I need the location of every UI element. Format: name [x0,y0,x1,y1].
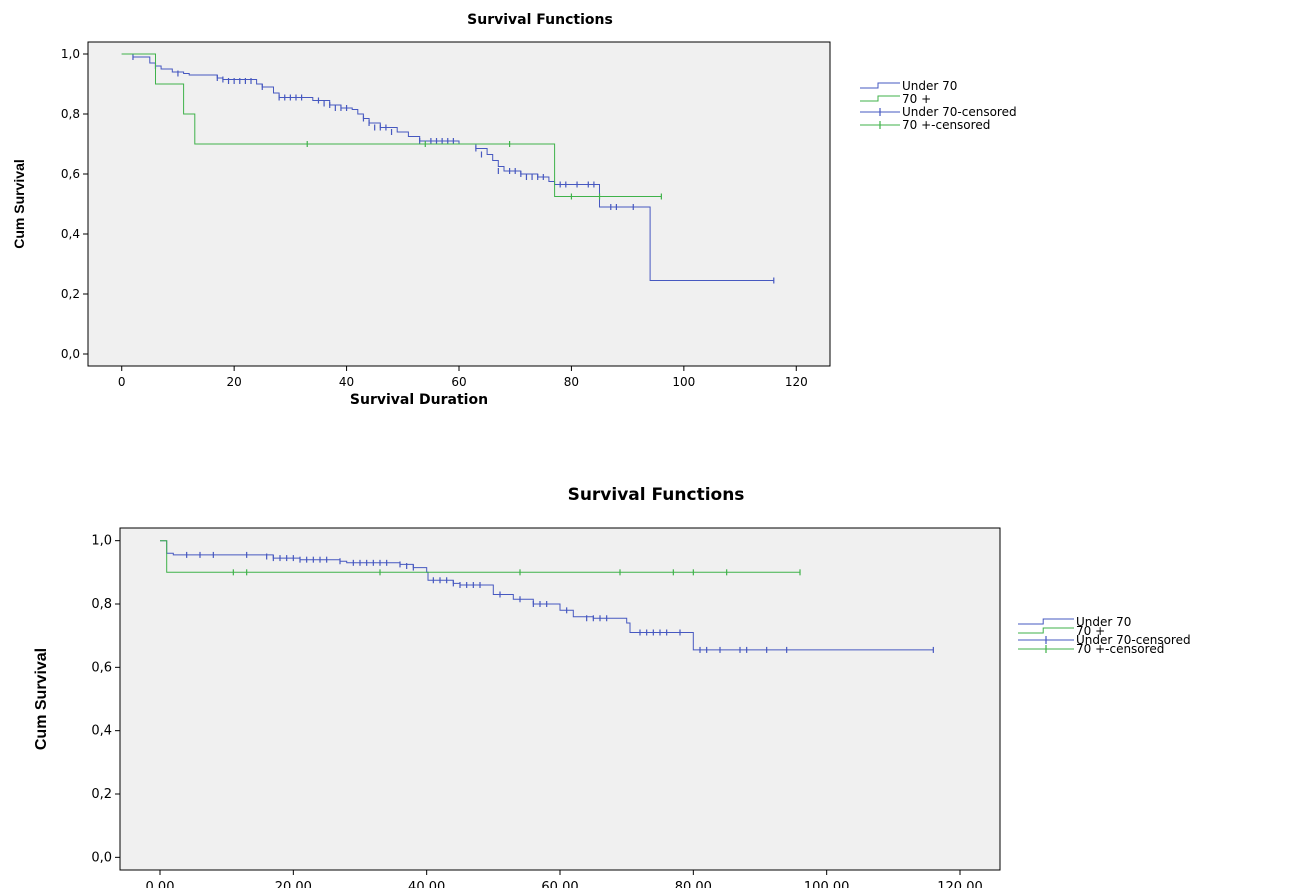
legend-item: Under 70 [1018,615,1131,629]
y-tick-label: 0,6 [61,167,80,181]
legend-item: 70 + [860,92,931,106]
legend-label: Under 70-censored [902,105,1017,119]
y-tick-label: 0,6 [91,660,112,675]
y-tick-label: 1,0 [61,47,80,61]
x-tick-label: 40 [339,375,354,389]
chart-1: Survival Functions 0,0 0,2 0,4 0,6 0,8 1,0 0 20 4… [11,12,1017,408]
legend-label: Under 70-censored [1076,633,1191,647]
legend-label: 70 +-censored [1076,642,1164,656]
legend-swatch [860,82,900,89]
legend-label: 70 +-censored [902,118,990,132]
chart-title: Survival Functions [568,485,745,505]
y-tick-label: 0,2 [61,287,80,301]
x-tick-label: 60.00 [541,880,578,888]
y-tick-label: 0,0 [61,347,80,361]
y-tick-label: 0,8 [61,107,80,121]
plot-area [119,527,1001,871]
legend-label: 70 + [1076,624,1105,638]
x-tick-label: 120.00 [937,880,983,888]
y-tick-label: 0,0 [91,850,112,865]
x-tick-label: 80.00 [675,880,712,888]
legend-item: 70 +-censored [860,118,990,132]
series-line-70-plus [121,53,662,197]
legend-label: Under 70 [902,79,957,93]
legend-item: Under 70 [860,79,957,93]
x-tick-label: 60 [451,375,466,389]
legend-label: Under 70 [1076,615,1131,629]
plot-area [87,41,831,367]
y-axis-label: Cum Survival [11,159,27,248]
y-tick-label: 1,0 [91,534,112,549]
y-axis-label: Cum Survival [33,648,50,750]
x-tick-label: 100.00 [804,880,850,888]
chart-2: Survival Functions 0,0 0,2 0,4 0,6 0,8 1,0 0.00… [33,485,1191,888]
chart-title: Survival Functions [467,12,613,28]
legend-item: Under 70-censored [1018,633,1191,647]
x-axis-label: Survival Duration [350,392,488,408]
legend-label: 70 + [902,92,931,106]
y-tick-label: 0,4 [61,227,80,241]
x-tick-label: 0.00 [146,880,175,888]
legend-swatch [860,95,900,102]
y-tick-label: 0,2 [91,787,112,802]
x-tick-label: 40.00 [408,880,445,888]
y-tick-label: 0,4 [91,724,112,739]
x-tick-label: 20.00 [275,880,312,888]
legend-item: Under 70-censored [860,105,1017,119]
legend-swatch [1018,627,1074,634]
x-tick-label: 80 [564,375,579,389]
legend-item: 70 +-censored [1018,642,1164,656]
series-line-70-plus [160,540,800,573]
legend-swatch [1018,618,1074,625]
x-tick-label: 120 [785,375,808,389]
x-tick-label: 100 [672,375,695,389]
legend-item: 70 + [1018,624,1105,638]
y-tick-label: 0,8 [91,597,112,612]
x-tick-label: 20 [227,375,242,389]
x-tick-label: 0 [118,375,126,389]
